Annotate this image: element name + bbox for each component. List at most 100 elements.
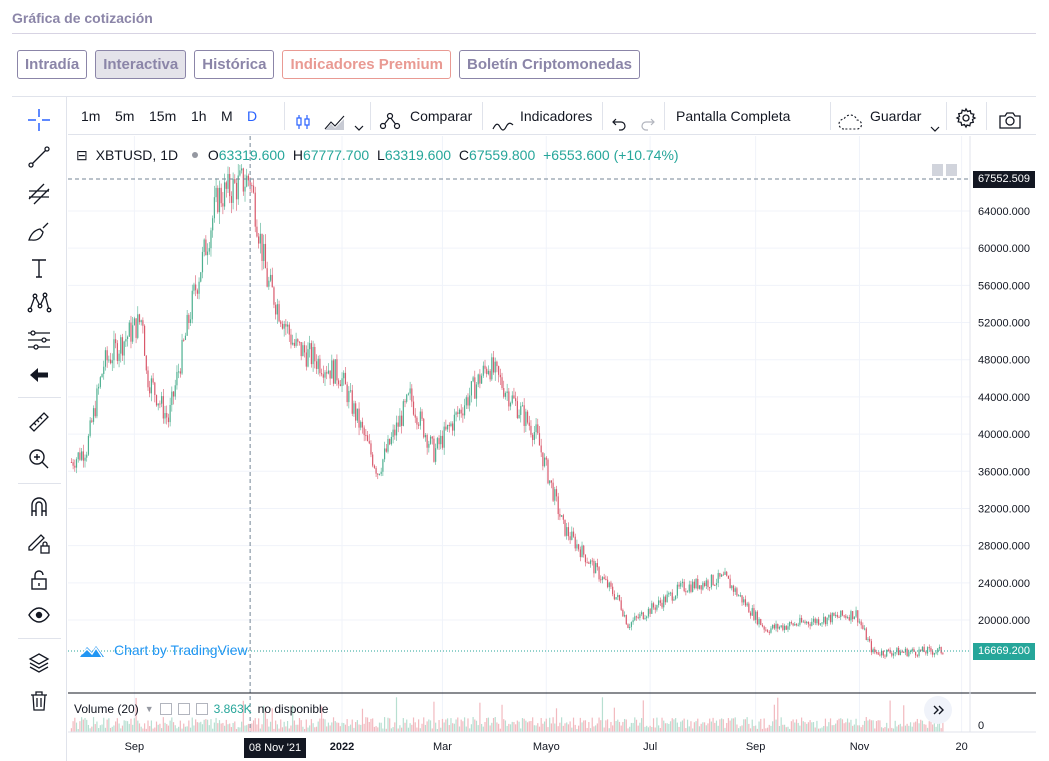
candle-body [601,577,604,580]
indicators-button[interactable]: Indicadores [520,108,593,124]
scroll-to-realtime-button[interactable] [924,696,952,724]
legend-collapse-icon[interactable]: ⊟ [76,147,88,163]
candle-body [406,394,408,402]
price-axis[interactable]: 64000.000 60000.000 56000.000 52000.000 4800… [978,206,1030,732]
interval-15m[interactable]: 15m [149,108,177,124]
indicators-icon[interactable] [492,109,514,131]
volume-bar [882,728,884,732]
candle-body [280,321,282,324]
volume-bar [571,727,573,732]
volume-bar [484,722,486,732]
fullscreen-button[interactable]: Pantalla Completa [676,108,791,124]
candle-body [574,536,576,549]
volume-close-icon[interactable] [195,703,208,715]
tab-boletin-criptomonedas[interactable]: Boletín Criptomonedas [459,50,641,79]
volume-bar [836,720,838,732]
candle-body [595,563,597,574]
eye-icon[interactable] [25,601,53,629]
compare-icon[interactable] [378,107,402,130]
ruler-icon[interactable] [25,408,53,436]
chevron-down-icon[interactable] [354,109,364,131]
volume-bar [355,722,357,732]
interval-month[interactable]: M [221,108,233,124]
candle-body [428,443,430,448]
volume-bar [702,722,704,732]
candle-body [807,621,810,625]
candle-body [411,388,413,402]
chart-style-icon[interactable] [324,107,346,130]
interval-5m[interactable]: 5m [115,108,135,124]
candle-body [196,290,198,294]
save-chevron-icon[interactable] [930,110,940,132]
lock-draw-icon[interactable] [25,529,53,557]
legend-open: 63319.600 [218,147,285,163]
prediction-icon[interactable] [25,326,53,354]
volume-bar [717,725,719,732]
candle-body [181,339,183,374]
volume-bar [676,722,678,732]
volume-bar [268,726,270,732]
candle-body [346,384,348,403]
volume-settings-icon[interactable] [159,703,172,715]
undo-icon[interactable] [611,108,627,131]
brush-icon[interactable] [25,217,53,245]
volume-bar [315,726,318,732]
interval-1m[interactable]: 1m [81,108,101,124]
candle-body [128,322,130,337]
candle-body [390,436,392,445]
candle-body [227,173,229,189]
layers-icon[interactable] [25,649,53,677]
candle-body [225,182,227,189]
back-arrow-icon[interactable] [25,361,53,389]
tab-historica[interactable]: Histórica [194,50,275,79]
tab-intradia[interactable]: Intradía [17,50,88,79]
tradingview-attribution[interactable]: Chart by TradingView [80,642,248,658]
tab-indicadores-premium[interactable]: Indicadores Premium [282,50,451,79]
fib-icon[interactable] [25,180,53,208]
scale-arrows[interactable] [932,164,957,176]
time-axis[interactable]: Sep 2022 Mar Mayo Jul Sep Nov 20 [125,741,968,753]
pattern-icon[interactable] [25,289,53,317]
volume-bar [111,726,113,732]
volume-bar [707,723,709,732]
volume-bar [816,720,818,732]
magnet-icon[interactable] [25,493,53,521]
price-chart[interactable]: 64000.000 60000.000 56000.000 52000.000 4800… [68,136,1036,761]
volume-bar [324,719,326,732]
interval-day[interactable]: D [247,108,258,124]
candle-body [785,625,787,630]
chart-area[interactable]: 64000.000 60000.000 56000.000 52000.000 4800… [68,136,1036,761]
volume-bar [285,726,287,732]
volume-label[interactable]: Volume (20) [74,702,139,716]
cloud-icon[interactable] [838,107,864,130]
trash-icon[interactable] [25,687,53,715]
candle-body [569,536,571,540]
candle-body [383,448,386,460]
price-tick-label: 40000.000 [978,429,1030,441]
candles-icon[interactable] [294,107,312,129]
volume-bar [196,722,198,732]
volume-bar [220,723,222,732]
candle-body [526,411,529,423]
candle-body [479,374,481,384]
redo-icon[interactable] [640,108,656,131]
zoom-icon[interactable] [25,445,53,473]
text-icon[interactable] [25,254,53,282]
camera-icon[interactable] [998,106,1022,129]
candle-body [161,396,163,404]
candle-body [176,371,178,386]
interval-1h[interactable]: 1h [191,108,207,124]
volume-hide-icon[interactable] [177,703,190,715]
lock-icon[interactable] [25,566,53,594]
gear-icon[interactable] [955,105,977,129]
save-button[interactable]: Guardar [870,108,922,124]
trendline-icon[interactable] [25,143,53,171]
crosshair-icon[interactable] [25,106,53,134]
legend-symbol[interactable]: XBTUSD, 1D [95,147,179,163]
volume-chevron-icon[interactable]: ▼ [144,704,154,714]
volume-bar [300,720,302,732]
compare-button[interactable]: Comparar [410,108,473,124]
tab-interactiva[interactable]: Interactiva [95,50,187,79]
volume-bar [783,724,786,732]
candle-body [702,582,704,590]
